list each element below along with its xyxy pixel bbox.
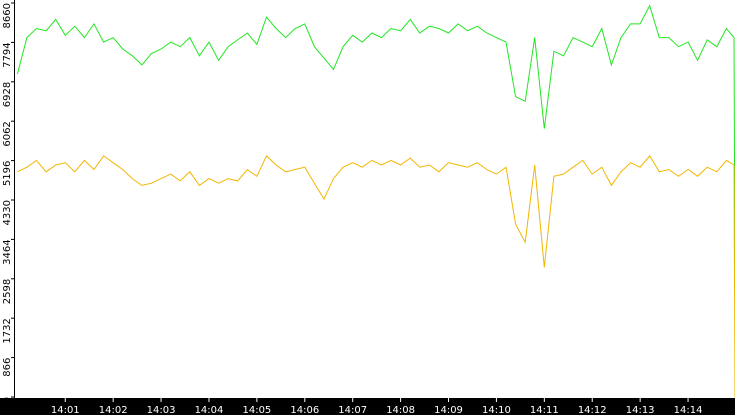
x-tick-label: 14:05	[242, 405, 271, 415]
y-tick-label: 0	[2, 397, 13, 403]
x-tick-label: 14:04	[195, 405, 224, 415]
y-tick-label: 1732	[2, 318, 13, 343]
y-tick-label: 6928	[2, 82, 13, 107]
x-tick-label: 14:07	[338, 405, 367, 415]
y-tick-label: 7794	[2, 42, 13, 67]
y-tick-label: 5196	[2, 161, 13, 186]
x-tick-label: 14:10	[482, 405, 511, 415]
x-tick-label: 14:11	[530, 405, 559, 415]
data-line	[16, 4, 735, 279]
y-tick-label: 4330	[2, 200, 13, 225]
y-tick-label: 3464	[2, 239, 13, 264]
x-tick-label: 14:03	[147, 405, 176, 415]
y-tick-label: 866	[2, 358, 13, 377]
y-tick-label: 8660	[2, 3, 13, 28]
x-tick-label: 14:08	[386, 405, 415, 415]
x-tick-label: 14:02	[99, 405, 128, 415]
y-tick-label: 2598	[2, 279, 13, 304]
data-line	[17, 155, 735, 398]
x-tick-label: 14:09	[434, 405, 463, 415]
x-axis-band	[0, 398, 735, 415]
x-tick-label: 14:01	[51, 405, 80, 415]
x-tick-label: 14:12	[578, 405, 607, 415]
y-tick-label: 6062	[2, 121, 13, 146]
x-tick-label: 14:14	[674, 405, 703, 415]
x-tick-label: 14:13	[626, 405, 655, 415]
x-tick-label: 14:06	[290, 405, 319, 415]
